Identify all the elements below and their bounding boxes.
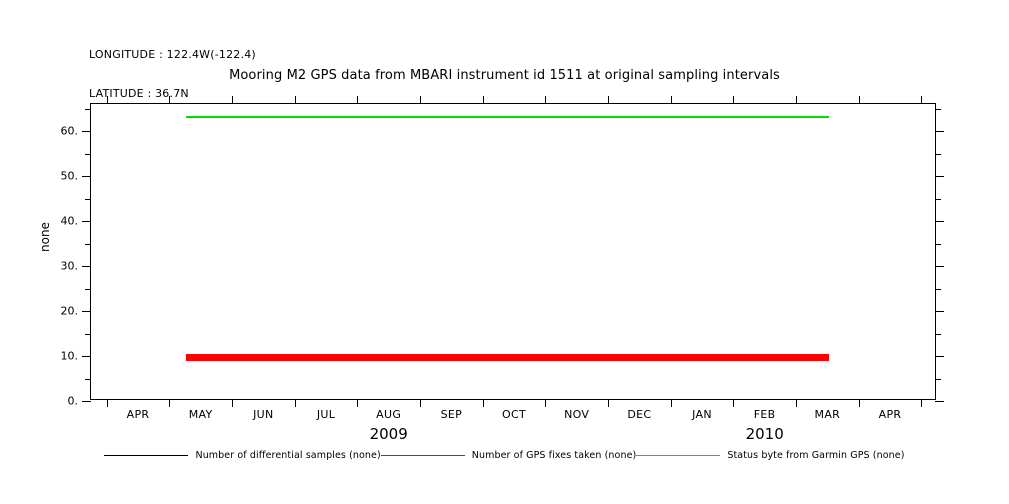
plot-frame: 0. 10. 20. 30. 40. 50. 60. APR MAY JUN JUL AUG SEP O… (61, 96, 944, 443)
legend-item: Number of differential samples (none) (104, 450, 381, 461)
series-line (185, 115, 830, 118)
y-tick-minor (85, 288, 91, 290)
legend-item: Status byte from Garmin GPS (none) (636, 450, 904, 461)
y-tick-major-right (935, 401, 944, 402)
y-tick-minor (85, 243, 91, 245)
x-tick-bottom (921, 399, 923, 407)
x-tick-bottom (796, 399, 797, 407)
x-tick-top (858, 96, 860, 104)
x-tick-top (545, 96, 547, 104)
x-tick-top (482, 96, 484, 104)
y-tick-label: 10. (60, 349, 79, 363)
x-tick-top (733, 96, 735, 104)
y-tick-major-right (935, 221, 944, 222)
x-tick-top (670, 96, 672, 104)
y-tick-minor-right (935, 153, 941, 155)
x-tick-label-month: NOV (564, 408, 590, 421)
x-tick-label-month: MAY (188, 408, 213, 421)
legend-label: Number of differential samples (none) (195, 450, 381, 461)
y-tick-major-right (935, 266, 944, 267)
x-tick-top (169, 96, 171, 104)
x-tick-top (357, 96, 359, 104)
legend-swatch (104, 455, 189, 456)
x-tick-bottom (357, 399, 359, 407)
x-tick-label-month: JUN (253, 408, 274, 421)
legend-item: Number of GPS fixes taken (none) (380, 450, 637, 461)
x-tick-bottom (106, 399, 108, 407)
x-tick-top (294, 96, 296, 104)
y-tick-minor (85, 153, 91, 155)
chart-title: Mooring M2 GPS data from MBARI instrumen… (229, 68, 780, 83)
x-tick-bottom (545, 399, 547, 407)
x-axis-year-label: 2010 (745, 425, 784, 443)
y-tick-major (82, 356, 91, 357)
x-tick-label-month: JUL (316, 408, 336, 421)
x-tick-label-month: AUG (376, 408, 402, 421)
x-tick-bottom (294, 399, 296, 407)
x-tick-label-month: OCT (502, 408, 526, 421)
x-tick-top (921, 96, 923, 104)
y-tick-label: 50. (60, 169, 79, 183)
x-axis-year-label: 2009 (369, 425, 408, 443)
x-tick-label-month: SEP (440, 408, 463, 421)
y-tick-label: 0. (67, 394, 79, 408)
x-tick-label-month: JAN (692, 408, 712, 421)
y-tick-minor-right (935, 333, 941, 335)
y-tick-label: 20. (60, 304, 79, 318)
y-tick-major (82, 221, 91, 222)
y-tick-major-right (935, 311, 944, 312)
y-tick-major (82, 311, 91, 312)
x-tick-bottom (670, 399, 672, 407)
y-tick-major-right (935, 176, 944, 177)
y-axis-title: none (38, 222, 52, 252)
y-tick-minor-right (935, 198, 941, 200)
series-line (185, 353, 830, 361)
y-tick-major (82, 401, 91, 402)
y-tick-minor-right (935, 288, 941, 290)
x-tick-top (420, 96, 421, 104)
x-tick-label-month: APR (126, 408, 150, 421)
y-tick-label: 60. (60, 124, 79, 138)
y-tick-major (82, 176, 91, 177)
y-tick-major (82, 266, 91, 267)
y-tick-minor-right (935, 243, 941, 245)
y-tick-minor (85, 378, 91, 380)
x-tick-bottom (169, 399, 171, 407)
x-tick-top (232, 96, 233, 104)
y-tick-major-right (935, 356, 944, 357)
legend-swatch (380, 455, 465, 456)
x-tick-bottom (420, 399, 421, 407)
x-tick-bottom (482, 399, 484, 407)
y-tick-major (82, 131, 91, 132)
legend-label: Status byte from Garmin GPS (none) (727, 450, 905, 461)
x-tick-bottom (858, 399, 860, 407)
x-tick-label-month: FEB (753, 408, 776, 421)
y-tick-minor (85, 108, 91, 110)
x-tick-top (608, 96, 609, 104)
x-tick-label-month: DEC (627, 408, 652, 421)
x-tick-top (796, 96, 797, 104)
y-tick-major-right (935, 131, 944, 132)
x-tick-bottom (733, 399, 735, 407)
x-tick-label-month: APR (878, 408, 902, 421)
legend-label: Number of GPS fixes taken (none) (471, 450, 637, 461)
y-tick-minor (85, 333, 91, 335)
y-tick-minor (85, 198, 91, 200)
x-tick-bottom (232, 399, 233, 407)
legend-swatch (636, 455, 721, 456)
y-tick-minor-right (935, 378, 941, 380)
x-tick-top (106, 96, 108, 104)
y-tick-label: 30. (60, 259, 79, 273)
y-tick-minor-right (935, 108, 941, 110)
x-tick-label-month: MAR (814, 408, 841, 421)
longitude-text: LONGITUDE : 122.4W(-122.4) (89, 48, 256, 61)
latitude-text: LATITUDE : 36.7N (89, 87, 189, 100)
chart-legend: Number of differential samples (none) Num… (0, 450, 1009, 461)
x-tick-bottom (608, 399, 609, 407)
y-tick-label: 40. (60, 214, 79, 228)
plot-data-area (90, 103, 936, 400)
